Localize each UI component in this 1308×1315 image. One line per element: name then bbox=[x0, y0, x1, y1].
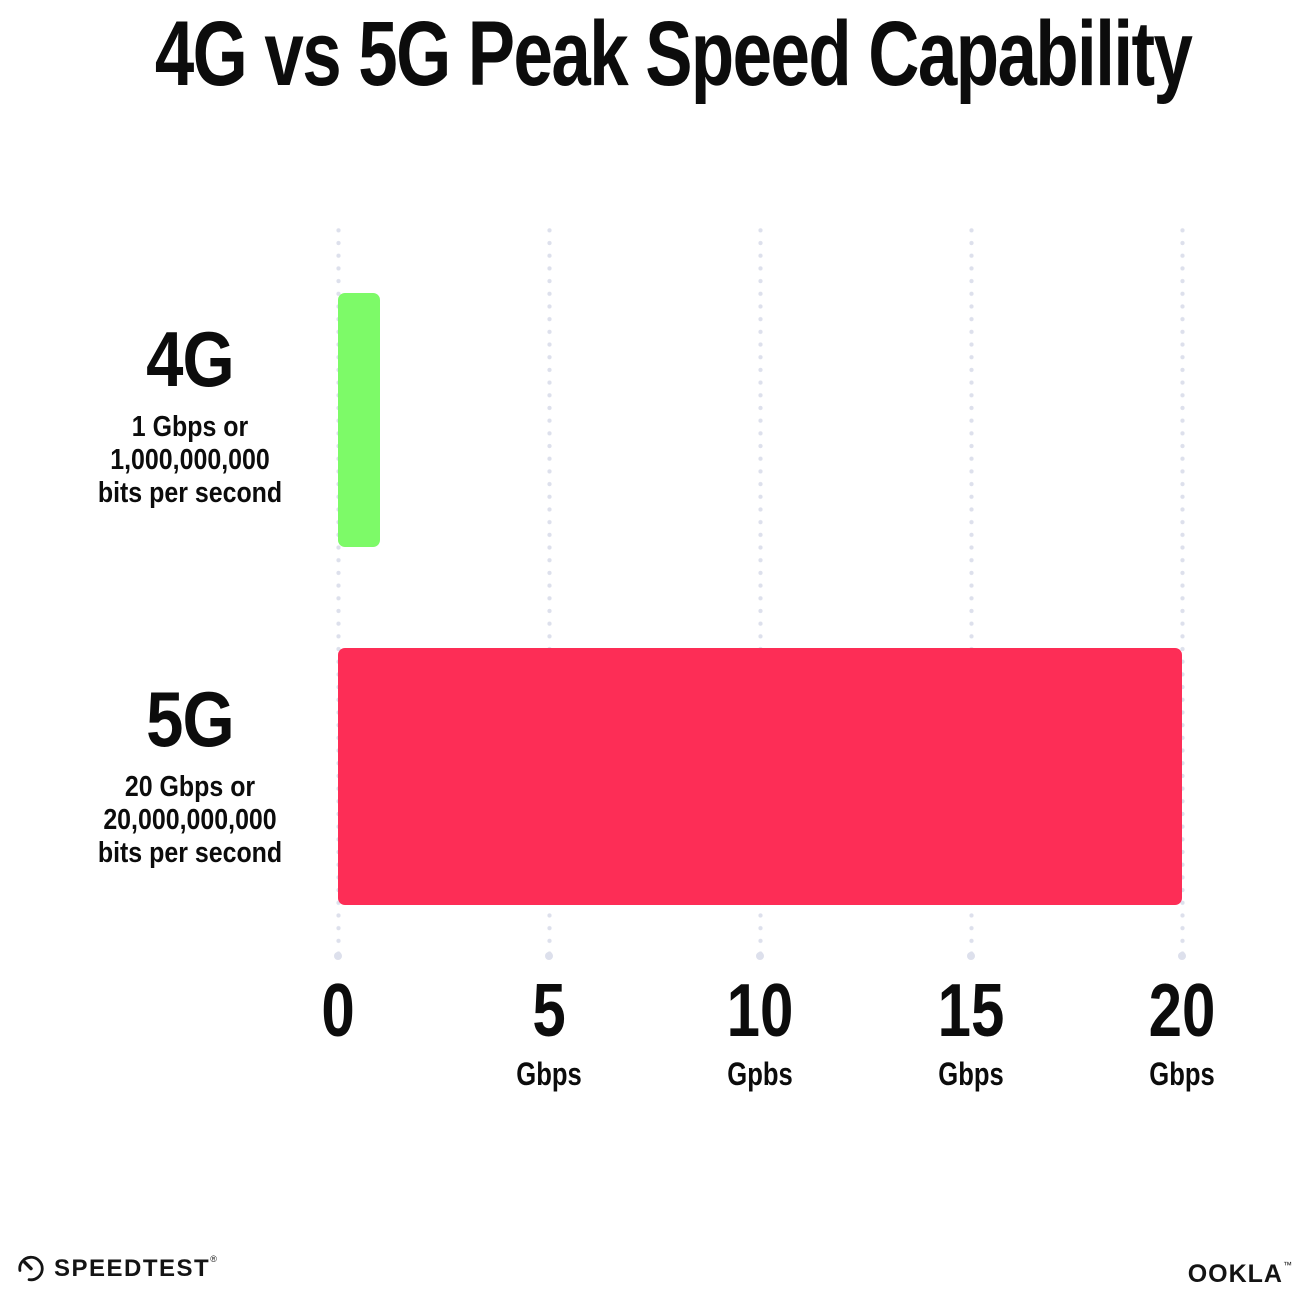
speedtest-wordmark: SPEEDTEST® bbox=[54, 1254, 217, 1283]
row-label-5g: 5G 20 Gbps or 20,000,000,000 bits per se… bbox=[52, 680, 327, 870]
x-tick-0-value: 0 bbox=[321, 968, 355, 1052]
category-label-4g: 4G bbox=[146, 315, 235, 403]
speedtest-registered-mark: ® bbox=[210, 1253, 217, 1264]
category-sub-4g-line2: 1,000,000,000 bbox=[110, 444, 270, 476]
speedtest-logo: SPEEDTEST® bbox=[16, 1253, 217, 1283]
x-tick-15-value: 15 bbox=[937, 968, 1005, 1052]
x-tick-15: 15 Gbps bbox=[875, 973, 1067, 1092]
category-sub-4g-line3: bits per second bbox=[97, 477, 283, 509]
row-label-4g: 4G 1 Gbps or 1,000,000,000 bits per seco… bbox=[52, 320, 327, 510]
category-sub-4g-line1: 1 Gbps or bbox=[131, 411, 249, 443]
plot-area bbox=[334, 224, 1186, 960]
x-tick-5-unit: Gbps bbox=[516, 1056, 582, 1092]
x-tick-10: 10 Gpbs bbox=[664, 973, 856, 1092]
gridline-15 bbox=[967, 224, 975, 960]
speedtest-wordmark-text: SPEEDTEST bbox=[54, 1254, 211, 1282]
category-sub-5g-line1: 20 Gbps or bbox=[124, 771, 256, 803]
x-tick-10-value: 10 bbox=[726, 968, 794, 1052]
gridline-10 bbox=[756, 224, 764, 960]
x-tick-20-unit: Gbps bbox=[1149, 1056, 1215, 1092]
ookla-wordmark-text: OOKLA bbox=[1187, 1260, 1283, 1288]
category-sub-5g-line2: 20,000,000,000 bbox=[103, 804, 277, 836]
category-label-5g: 5G bbox=[146, 675, 235, 763]
gridline-20 bbox=[1178, 224, 1186, 960]
x-tick-20: 20 Gbps bbox=[1086, 973, 1278, 1092]
x-tick-20-value: 20 bbox=[1148, 968, 1216, 1052]
page-title: 4G vs 5G Peak Speed Capability bbox=[0, 6, 1308, 103]
bar-4g bbox=[338, 293, 381, 547]
page-title-text: 4G vs 5G Peak Speed Capability bbox=[154, 3, 1193, 105]
x-tick-15-unit: Gbps bbox=[938, 1056, 1004, 1092]
gridline-5 bbox=[545, 224, 553, 960]
speedtest-gauge-icon bbox=[16, 1253, 46, 1283]
x-tick-0: 0 bbox=[242, 973, 434, 1057]
category-sub-5g-line3: bits per second bbox=[97, 837, 283, 869]
bar-5g bbox=[338, 648, 1182, 905]
gridline-0 bbox=[334, 224, 342, 960]
ookla-trademark-mark: ™ bbox=[1283, 1260, 1292, 1270]
x-tick-5: 5 Gbps bbox=[453, 973, 645, 1092]
ookla-logo: OOKLA™ bbox=[1188, 1260, 1292, 1289]
x-tick-5-value: 5 bbox=[532, 968, 566, 1052]
x-tick-10-unit: Gpbs bbox=[727, 1056, 793, 1092]
